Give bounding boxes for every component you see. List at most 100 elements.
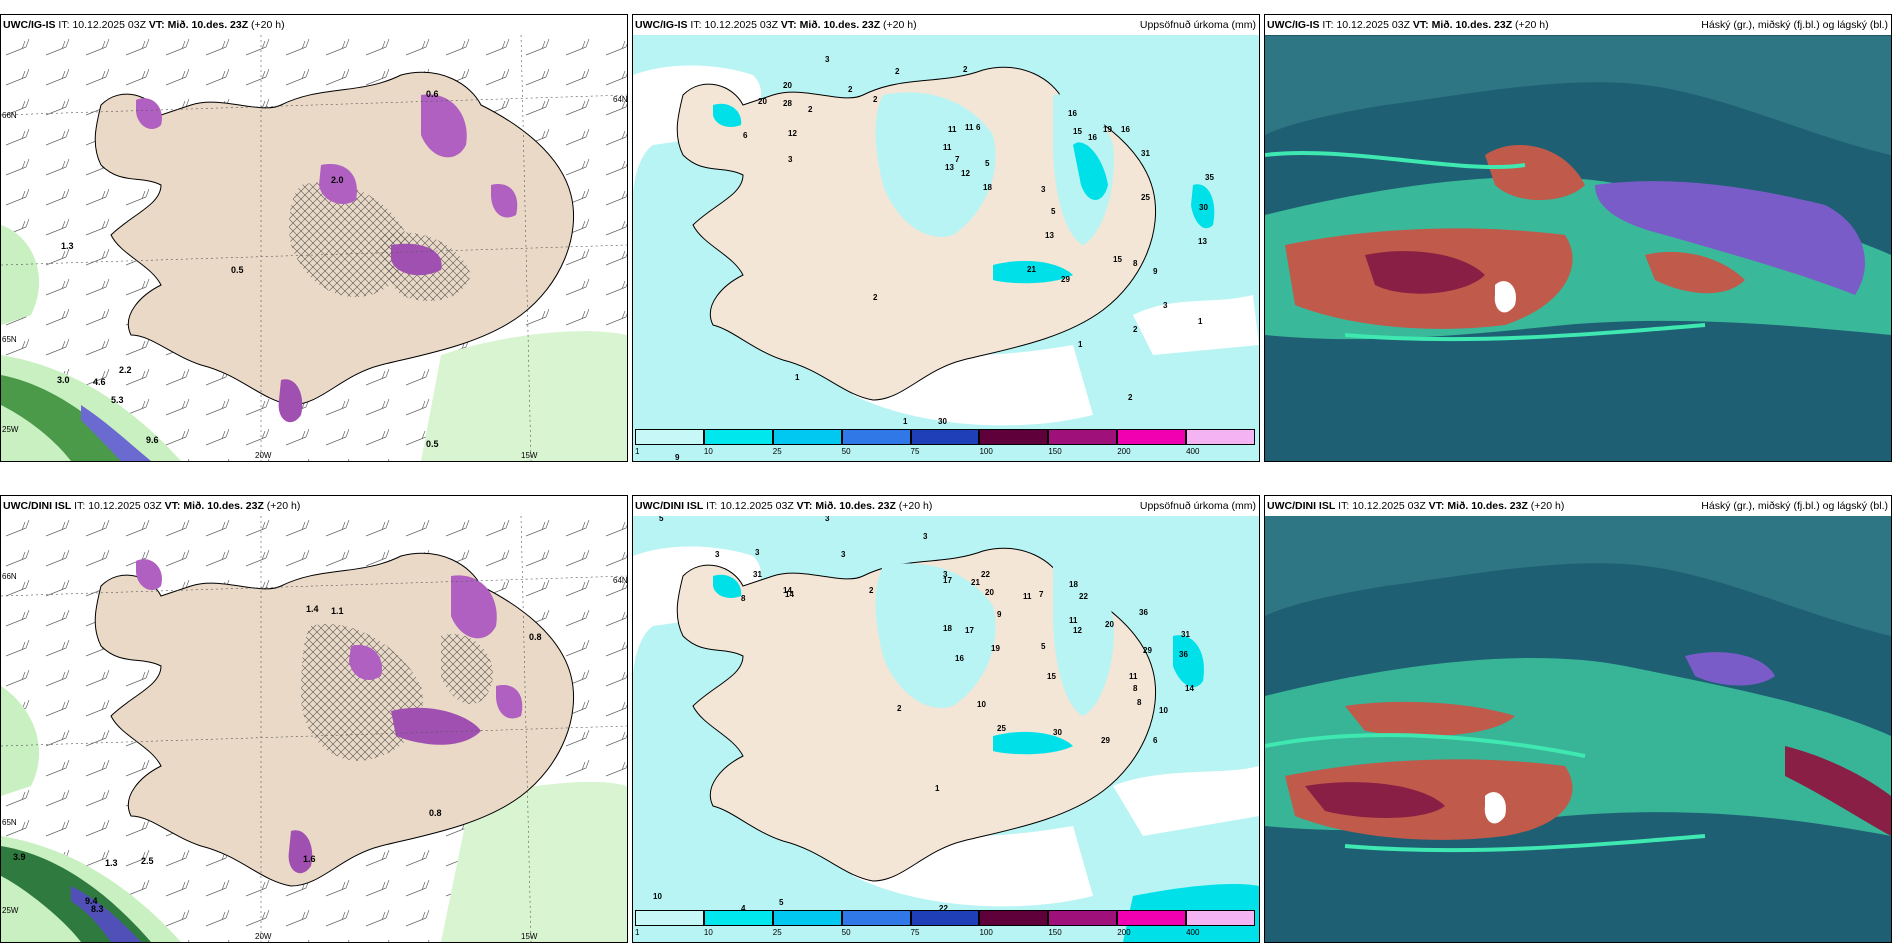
colorbar-swatch [1186,910,1255,926]
panel-bottom-clouds: UWC/DINI ISL IT: 10.12.2025 03Z VT: Mið.… [1264,495,1892,943]
precip-value: 5 [659,514,664,523]
precip-value: 16 [955,654,964,663]
wind-value: 0.6 [426,89,439,99]
colorbar-swatch [772,910,842,926]
precip-value: 3 [755,548,760,557]
precip-value: 31 [1181,630,1190,639]
colorbar-tick: 50 [841,928,851,937]
colorbar-tick: 150 [1048,928,1062,937]
precip-value: 8 [741,594,746,603]
wind-value: 1.1 [331,606,344,616]
precip-value: 31 [1141,149,1150,158]
panel-bottom-wind: UWC/DINI ISL IT: 10.12.2025 03Z VT: Mið.… [0,495,628,943]
wind-value: 8.3 [91,904,104,914]
precip-value: 3 [1163,301,1168,310]
colorbar-tick: 10 [703,447,713,456]
colorbar-tick: 25 [772,928,782,937]
precip-value: 29 [1101,736,1110,745]
panel-bottom-precip: UWC/DINI ISL IT: 10.12.2025 03Z VT: Mið.… [632,495,1260,943]
colorbar-swatch [703,429,773,445]
precip-value: 15 [1047,672,1056,681]
precip-value: 11 [965,123,974,132]
colorbar-swatch [772,429,842,445]
wind-value: 4.6 [93,377,106,387]
precip-value: 2 [963,65,968,74]
precip-value: 36 [1179,650,1188,659]
precip-value: 14 [1185,684,1194,693]
colorbar-swatch [1048,910,1118,926]
panel-header: UWC/IG-IS IT: 10.12.2025 03Z VT: Mið. 10… [1265,15,1891,35]
precip-value: 22 [939,904,948,913]
colorbar: 1 10 25 50 75 100 150 200 400 [635,429,1255,459]
colorbar-swatch [703,910,773,926]
precip-value: 25 [1141,193,1150,202]
precip-value: 9 [1153,267,1158,276]
precip-value: 14 [783,586,792,595]
precip-value: 4 [741,904,746,913]
precip-value: 18 [943,624,952,633]
colorbar-swatch [1117,429,1187,445]
precip-value: 11 [948,125,957,134]
wind-value: 2.5 [141,856,154,866]
panel-header: UWC/DINI ISL IT: 10.12.2025 03Z VT: Mið.… [633,496,1259,516]
precip-value: 2 [1133,325,1138,334]
precip-value: 7 [955,155,960,164]
wind-value: 1.3 [105,858,118,868]
precip-value: 13 [1045,231,1054,240]
wind-value: 0.8 [429,808,442,818]
wind-value: 1.4 [306,604,319,614]
colorbar-tick: 50 [841,447,851,456]
precip-value: 3 [841,550,846,559]
precip-value: 16 [1088,133,1097,142]
wind-value: 2.0 [331,175,344,185]
wind-value: 0.5 [426,439,439,449]
colorbar-swatch [841,910,911,926]
wind-value: 9.4 [85,896,98,906]
precip-value: 13 [945,163,954,172]
precip-value: 16 [1068,109,1077,118]
colorbar-swatch [910,429,980,445]
colorbar-tick: 200 [1117,447,1131,456]
precip-value: 3 [923,532,928,541]
colorbar-swatch [979,910,1049,926]
precip-value: 18 [1069,580,1078,589]
precip-value: 3 [825,514,830,523]
precip-value: 2 [808,105,813,114]
precip-value: 11 [1023,592,1032,601]
precip-value: 13 [1198,237,1207,246]
precip-value: 9 [997,610,1002,619]
axis-label-lat: 65N [2,818,17,827]
colorbar-swatch [910,910,980,926]
panel-top-wind: UWC/IG-IS IT: 10.12.2025 03Z VT: Mið. 10… [0,14,628,462]
wind-map [1,516,627,942]
precip-value: 5 [1051,207,1056,216]
precip-value: 16 [1121,125,1130,134]
precip-value: 2 [848,85,853,94]
precip-value: 21 [971,578,980,587]
precip-value: 19 [991,644,1000,653]
precip-value: 7 [1039,590,1044,599]
axis-label-lon: 15W [521,932,538,941]
precip-value: 28 [783,99,792,108]
precip-value: 17 [943,576,952,585]
precip-value: 6 [743,131,748,140]
precip-value: 35 [1205,173,1214,182]
colorbar-tick: 100 [979,928,993,937]
wind-value: 3.0 [57,375,70,385]
colorbar-swatch [841,429,911,445]
panel-header: UWC/IG-IS IT: 10.12.2025 03Z VT: Mið. 10… [1,15,627,35]
wind-value: 1.3 [61,241,74,251]
axis-label-lat: 66N [2,111,17,120]
precip-value: 12 [788,129,797,138]
precip-value: 3 [715,550,720,559]
colorbar-swatch [979,429,1049,445]
precip-value: 1 [1198,317,1203,326]
wind-value: 9.6 [146,435,159,445]
precip-value: 31 [753,570,762,579]
precip-value: 9 [675,453,680,462]
precip-value: 10 [977,700,986,709]
wind-value: 5.3 [111,395,124,405]
precip-value: 1 [903,417,908,426]
precip-value: 20 [783,81,792,90]
precip-value: 11 [1129,672,1138,681]
